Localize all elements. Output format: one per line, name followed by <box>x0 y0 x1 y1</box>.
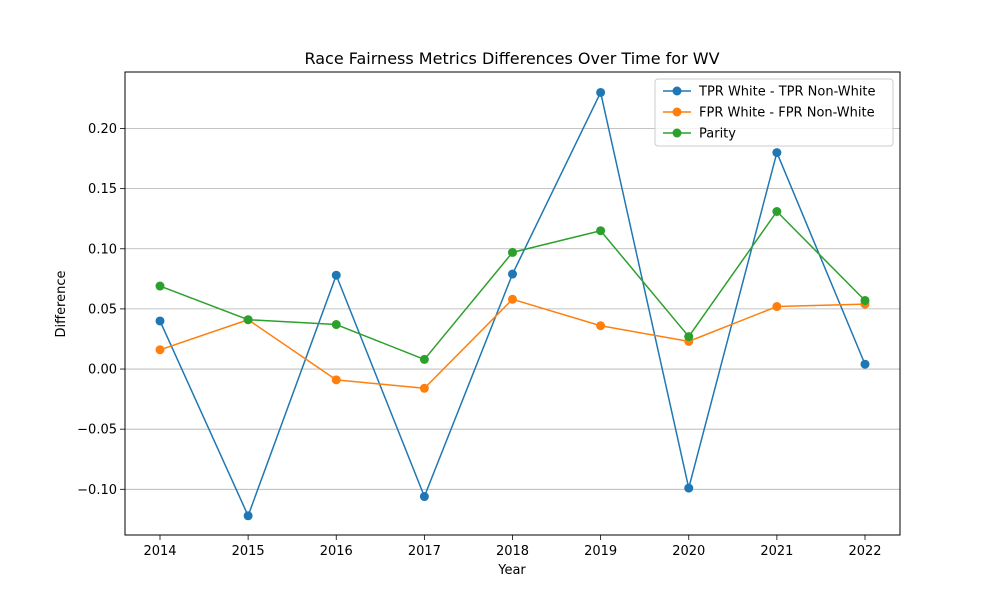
data-point <box>419 354 429 364</box>
legend-label: Parity <box>699 127 736 142</box>
x-tick-label: 2014 <box>143 544 176 559</box>
x-tick-label: 2019 <box>584 544 617 559</box>
x-axis: 2014 2015 2016 2017 2018 2019 2020 2021 2022 <box>143 535 882 559</box>
legend-entry: Parity <box>663 127 736 142</box>
data-point <box>508 247 517 257</box>
x-tick-label: 2021 <box>760 544 793 559</box>
legend-marker <box>672 86 682 96</box>
series-3 <box>155 207 870 364</box>
data-point <box>243 511 253 521</box>
data-point <box>596 321 606 331</box>
data-point <box>860 295 870 305</box>
legend-marker <box>672 107 682 117</box>
legend: TPR White - TPR Non-White FPR White - FPR… <box>654 78 894 147</box>
data-point <box>684 332 694 342</box>
x-tick-label: 2018 <box>496 544 529 559</box>
data-point <box>508 269 517 279</box>
legend-marker <box>672 128 682 138</box>
gridlines <box>125 128 900 490</box>
y-tick-label: 0.10 <box>88 242 117 257</box>
series-layer <box>155 87 870 521</box>
y-tick-label: −0.10 <box>77 483 117 498</box>
series-2 <box>155 294 870 393</box>
x-tick-label: 2015 <box>232 544 265 559</box>
data-point <box>772 148 782 158</box>
data-point <box>860 359 870 369</box>
data-point <box>331 375 341 385</box>
data-point <box>155 345 165 355</box>
x-axis-label: Year <box>497 563 526 578</box>
data-point <box>684 483 694 493</box>
y-tick-label: 0.05 <box>88 302 117 317</box>
data-point <box>331 270 341 280</box>
series-line <box>159 298 866 390</box>
y-axis: −0.10 −0.05 0.00 0.05 0.10 0.15 0.20 <box>77 122 125 498</box>
data-point <box>419 492 429 502</box>
x-tick-label: 2022 <box>848 544 881 559</box>
data-point <box>155 281 165 291</box>
data-point <box>596 87 606 97</box>
data-point <box>596 226 606 236</box>
legend-entry: FPR White - FPR Non-White <box>663 106 875 121</box>
data-point <box>155 316 165 326</box>
series-1 <box>155 87 870 521</box>
y-tick-label: 0.15 <box>88 182 117 197</box>
data-point <box>772 207 782 217</box>
series-line <box>159 210 866 361</box>
data-point <box>419 383 429 393</box>
y-tick-label: −0.05 <box>77 423 117 438</box>
data-point <box>772 302 782 312</box>
legend-label: FPR White - FPR Non-White <box>699 106 875 121</box>
y-tick-label: 0.20 <box>88 122 117 137</box>
x-tick-label: 2020 <box>672 544 705 559</box>
series-line <box>159 91 866 517</box>
legend-label: TPR White - TPR Non-White <box>698 85 876 100</box>
legend-entry: TPR White - TPR Non-White <box>663 85 876 100</box>
legend-frame <box>654 78 894 147</box>
x-tick-label: 2016 <box>320 544 353 559</box>
data-point <box>331 320 341 330</box>
chart-title: Race Fairness Metrics Differences Over T… <box>304 49 719 68</box>
y-tick-label: 0.00 <box>88 363 117 378</box>
y-axis-label: Difference <box>54 270 69 337</box>
data-point <box>508 294 517 304</box>
data-point <box>243 315 253 325</box>
x-tick-label: 2017 <box>408 544 441 559</box>
